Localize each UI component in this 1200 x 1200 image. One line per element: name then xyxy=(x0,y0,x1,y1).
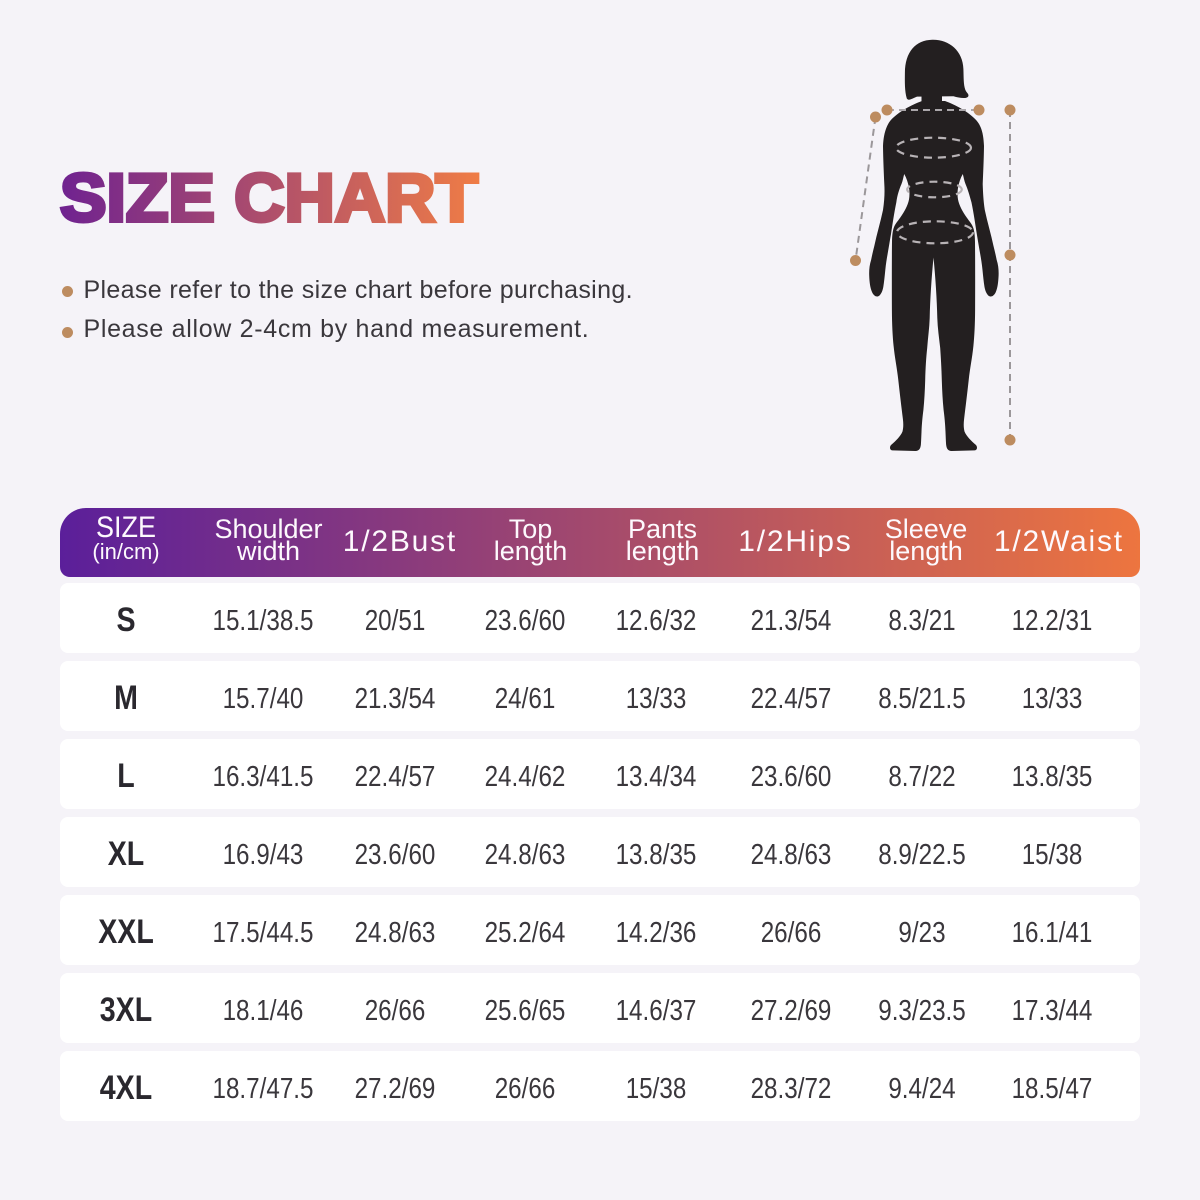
svg-text:SIZE CHART: SIZE CHART xyxy=(60,160,478,236)
